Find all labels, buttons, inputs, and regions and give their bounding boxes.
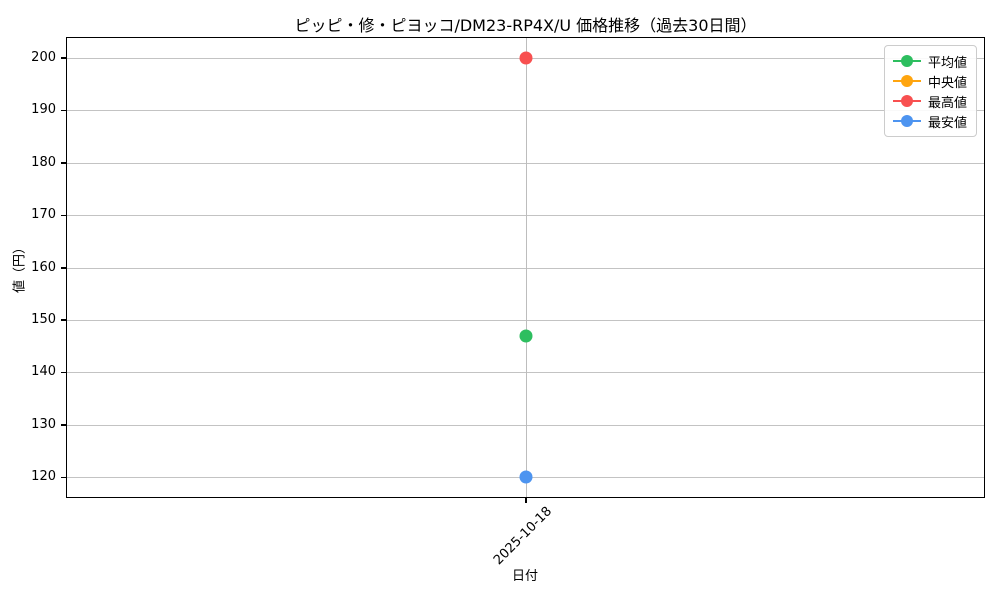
legend-label: 中央値 xyxy=(927,75,967,91)
legend-entry: 中央値 xyxy=(892,71,967,91)
y-tick-mark xyxy=(61,424,66,426)
y-tick-label: 170 xyxy=(31,207,56,223)
legend: 平均値中央値最高値最安値 xyxy=(883,45,977,137)
y-tick-mark xyxy=(61,476,66,479)
x-gridline xyxy=(525,38,527,497)
data-point-平均値 xyxy=(519,329,532,343)
data-point-最高値 xyxy=(519,51,532,65)
x-tick-label: 2025-10-18 xyxy=(490,503,555,569)
legend-entry: 最安値 xyxy=(892,111,967,131)
x-tick-mark xyxy=(525,498,527,503)
y-tick-label: 160 xyxy=(31,259,56,275)
y-tick-mark xyxy=(61,267,66,269)
chart-title: ピッピ・修・ピヨッコ/DM23-RP4X/U 価格推移（過去30日間） xyxy=(294,16,757,35)
legend-marker-icon xyxy=(892,75,921,88)
legend-label: 平均値 xyxy=(927,55,967,71)
y-tick-label: 120 xyxy=(31,469,56,485)
legend-marker-icon xyxy=(892,115,921,128)
y-tick-label: 140 xyxy=(31,364,56,380)
y-tick-label: 130 xyxy=(31,416,56,432)
y-tick-mark xyxy=(61,57,66,59)
y-tick-mark xyxy=(61,162,66,164)
legend-label: 最安値 xyxy=(927,115,967,131)
y-tick-mark xyxy=(61,109,66,112)
legend-entry: 平均値 xyxy=(892,51,967,71)
y-tick-label: 190 xyxy=(31,102,56,118)
legend-marker-icon xyxy=(892,55,921,68)
legend-marker-icon xyxy=(892,95,921,108)
y-tick-label: 150 xyxy=(31,311,56,327)
y-tick-mark xyxy=(61,214,66,217)
y-tick-mark xyxy=(61,319,66,321)
legend-entry: 最高値 xyxy=(892,91,967,111)
y-tick-label: 200 xyxy=(31,49,56,65)
data-point-最安値 xyxy=(519,470,532,484)
x-axis-label: 日付 xyxy=(511,569,539,584)
y-tick-mark xyxy=(61,371,66,374)
legend-label: 最高値 xyxy=(927,95,967,111)
y-tick-label: 180 xyxy=(31,154,56,170)
